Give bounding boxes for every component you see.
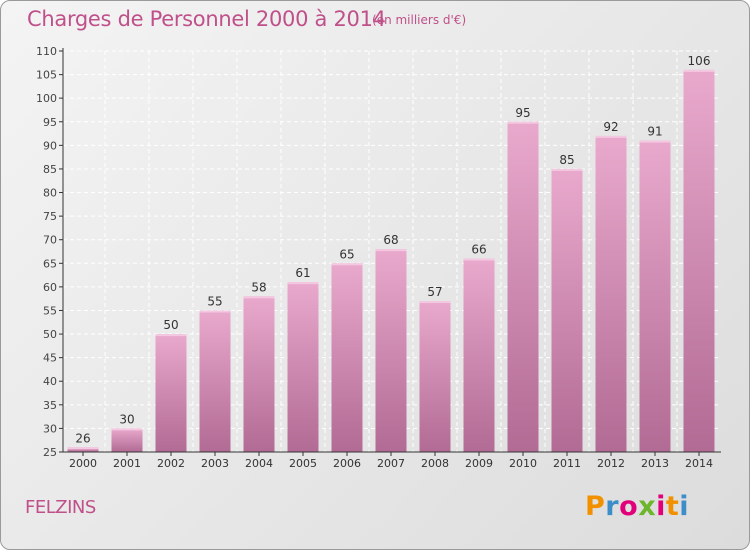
commune-name: FELZINS	[25, 497, 96, 518]
x-tick-label-2003: 2003	[201, 457, 229, 470]
bar-2010	[507, 121, 539, 452]
y-tick-label: 85	[43, 163, 57, 176]
bar-top-highlight	[683, 69, 715, 72]
y-tick-label: 100	[36, 92, 57, 105]
bar-top-highlight	[111, 428, 143, 431]
y-tick-label: 80	[43, 187, 57, 200]
bar-top-highlight	[551, 168, 583, 171]
y-tick-label: 65	[43, 257, 57, 270]
bar-2003	[199, 310, 231, 452]
chart-subtitle: (en milliers d'€)	[372, 13, 467, 27]
bar-2004	[243, 296, 275, 452]
data-label-2012: 92	[603, 120, 618, 134]
x-tick-label-2009: 2009	[465, 457, 493, 470]
bar-top-highlight	[287, 282, 319, 285]
y-tick-label: 40	[43, 375, 57, 388]
bar-top-highlight	[507, 121, 539, 124]
y-tick-label: 50	[43, 328, 57, 341]
bar-2013	[639, 140, 671, 452]
bar-top-highlight	[243, 296, 275, 299]
bar-top-highlight	[199, 310, 231, 313]
proxiti-logo[interactable]: Proxiti	[585, 491, 689, 522]
data-label-2007: 68	[383, 233, 398, 247]
bar-2007	[375, 249, 407, 452]
bar-2008	[419, 301, 451, 452]
bar-2001	[111, 428, 143, 452]
data-label-2010: 95	[515, 106, 530, 120]
data-label-2000: 26	[75, 431, 90, 445]
logo-letter: r	[605, 491, 620, 522]
y-tick-label: 25	[43, 446, 57, 459]
x-tick-label-2010: 2010	[509, 457, 537, 470]
x-tick-label-2012: 2012	[597, 457, 625, 470]
x-tick-label-2005: 2005	[289, 457, 317, 470]
y-tick-label: 45	[43, 352, 57, 365]
y-tick-label: 90	[43, 139, 57, 152]
data-label-2013: 91	[647, 125, 662, 139]
y-tick-label: 55	[43, 304, 57, 317]
data-label-2014: 106	[688, 54, 711, 68]
bar-2005	[287, 282, 319, 452]
logo-letter: x	[638, 491, 657, 522]
bar-top-highlight	[463, 258, 495, 261]
data-label-2002: 50	[163, 318, 178, 332]
data-label-2001: 30	[119, 412, 134, 426]
bar-2000	[67, 447, 99, 452]
y-tick-label: 75	[43, 210, 57, 223]
y-tick-label: 95	[43, 116, 57, 129]
chart-title: Charges de Personnel 2000 à 2014	[27, 7, 386, 31]
bar-2012	[595, 135, 627, 452]
x-tick-label-2004: 2004	[245, 457, 273, 470]
x-tick-label-2001: 2001	[113, 457, 141, 470]
x-tick-label-2006: 2006	[333, 457, 361, 470]
y-tick-label: 30	[43, 422, 57, 435]
y-tick-label: 35	[43, 399, 57, 412]
x-tick-label-2013: 2013	[641, 457, 669, 470]
data-label-2006: 65	[339, 247, 354, 261]
data-label-2005: 61	[295, 266, 310, 280]
y-tick-label: 110	[36, 45, 57, 58]
data-label-2003: 55	[207, 294, 222, 308]
bar-2011	[551, 168, 583, 453]
data-label-2009: 66	[471, 243, 486, 257]
y-tick-label: 105	[36, 69, 57, 82]
y-tick-label: 70	[43, 234, 57, 247]
bar-2002	[155, 334, 187, 452]
bar-2006	[331, 263, 363, 452]
x-tick-label-2000: 2000	[69, 457, 97, 470]
logo-letter: i	[679, 491, 690, 522]
x-tick-label-2014: 2014	[685, 457, 713, 470]
bar-top-highlight	[375, 249, 407, 252]
bar-top-highlight	[67, 447, 99, 450]
bar-2009	[463, 258, 495, 452]
bar-2014	[683, 69, 715, 452]
bar-top-highlight	[639, 140, 671, 143]
x-tick-label-2002: 2002	[157, 457, 185, 470]
data-label-2008: 57	[427, 285, 442, 299]
bar-top-highlight	[331, 263, 363, 266]
x-tick-label-2007: 2007	[377, 457, 405, 470]
bar-top-highlight	[419, 301, 451, 304]
logo-letter: i	[656, 491, 666, 522]
bar-top-highlight	[595, 135, 627, 138]
y-tick-label: 60	[43, 281, 57, 294]
logo-letter: t	[665, 491, 680, 522]
x-tick-label-2011: 2011	[553, 457, 581, 470]
logo-letter: P	[585, 491, 606, 522]
x-tick-label-2008: 2008	[421, 457, 449, 470]
data-label-2011: 85	[559, 153, 574, 167]
logo-letter: o	[619, 491, 639, 522]
data-label-2004: 58	[251, 280, 266, 294]
bar-top-highlight	[155, 334, 187, 337]
